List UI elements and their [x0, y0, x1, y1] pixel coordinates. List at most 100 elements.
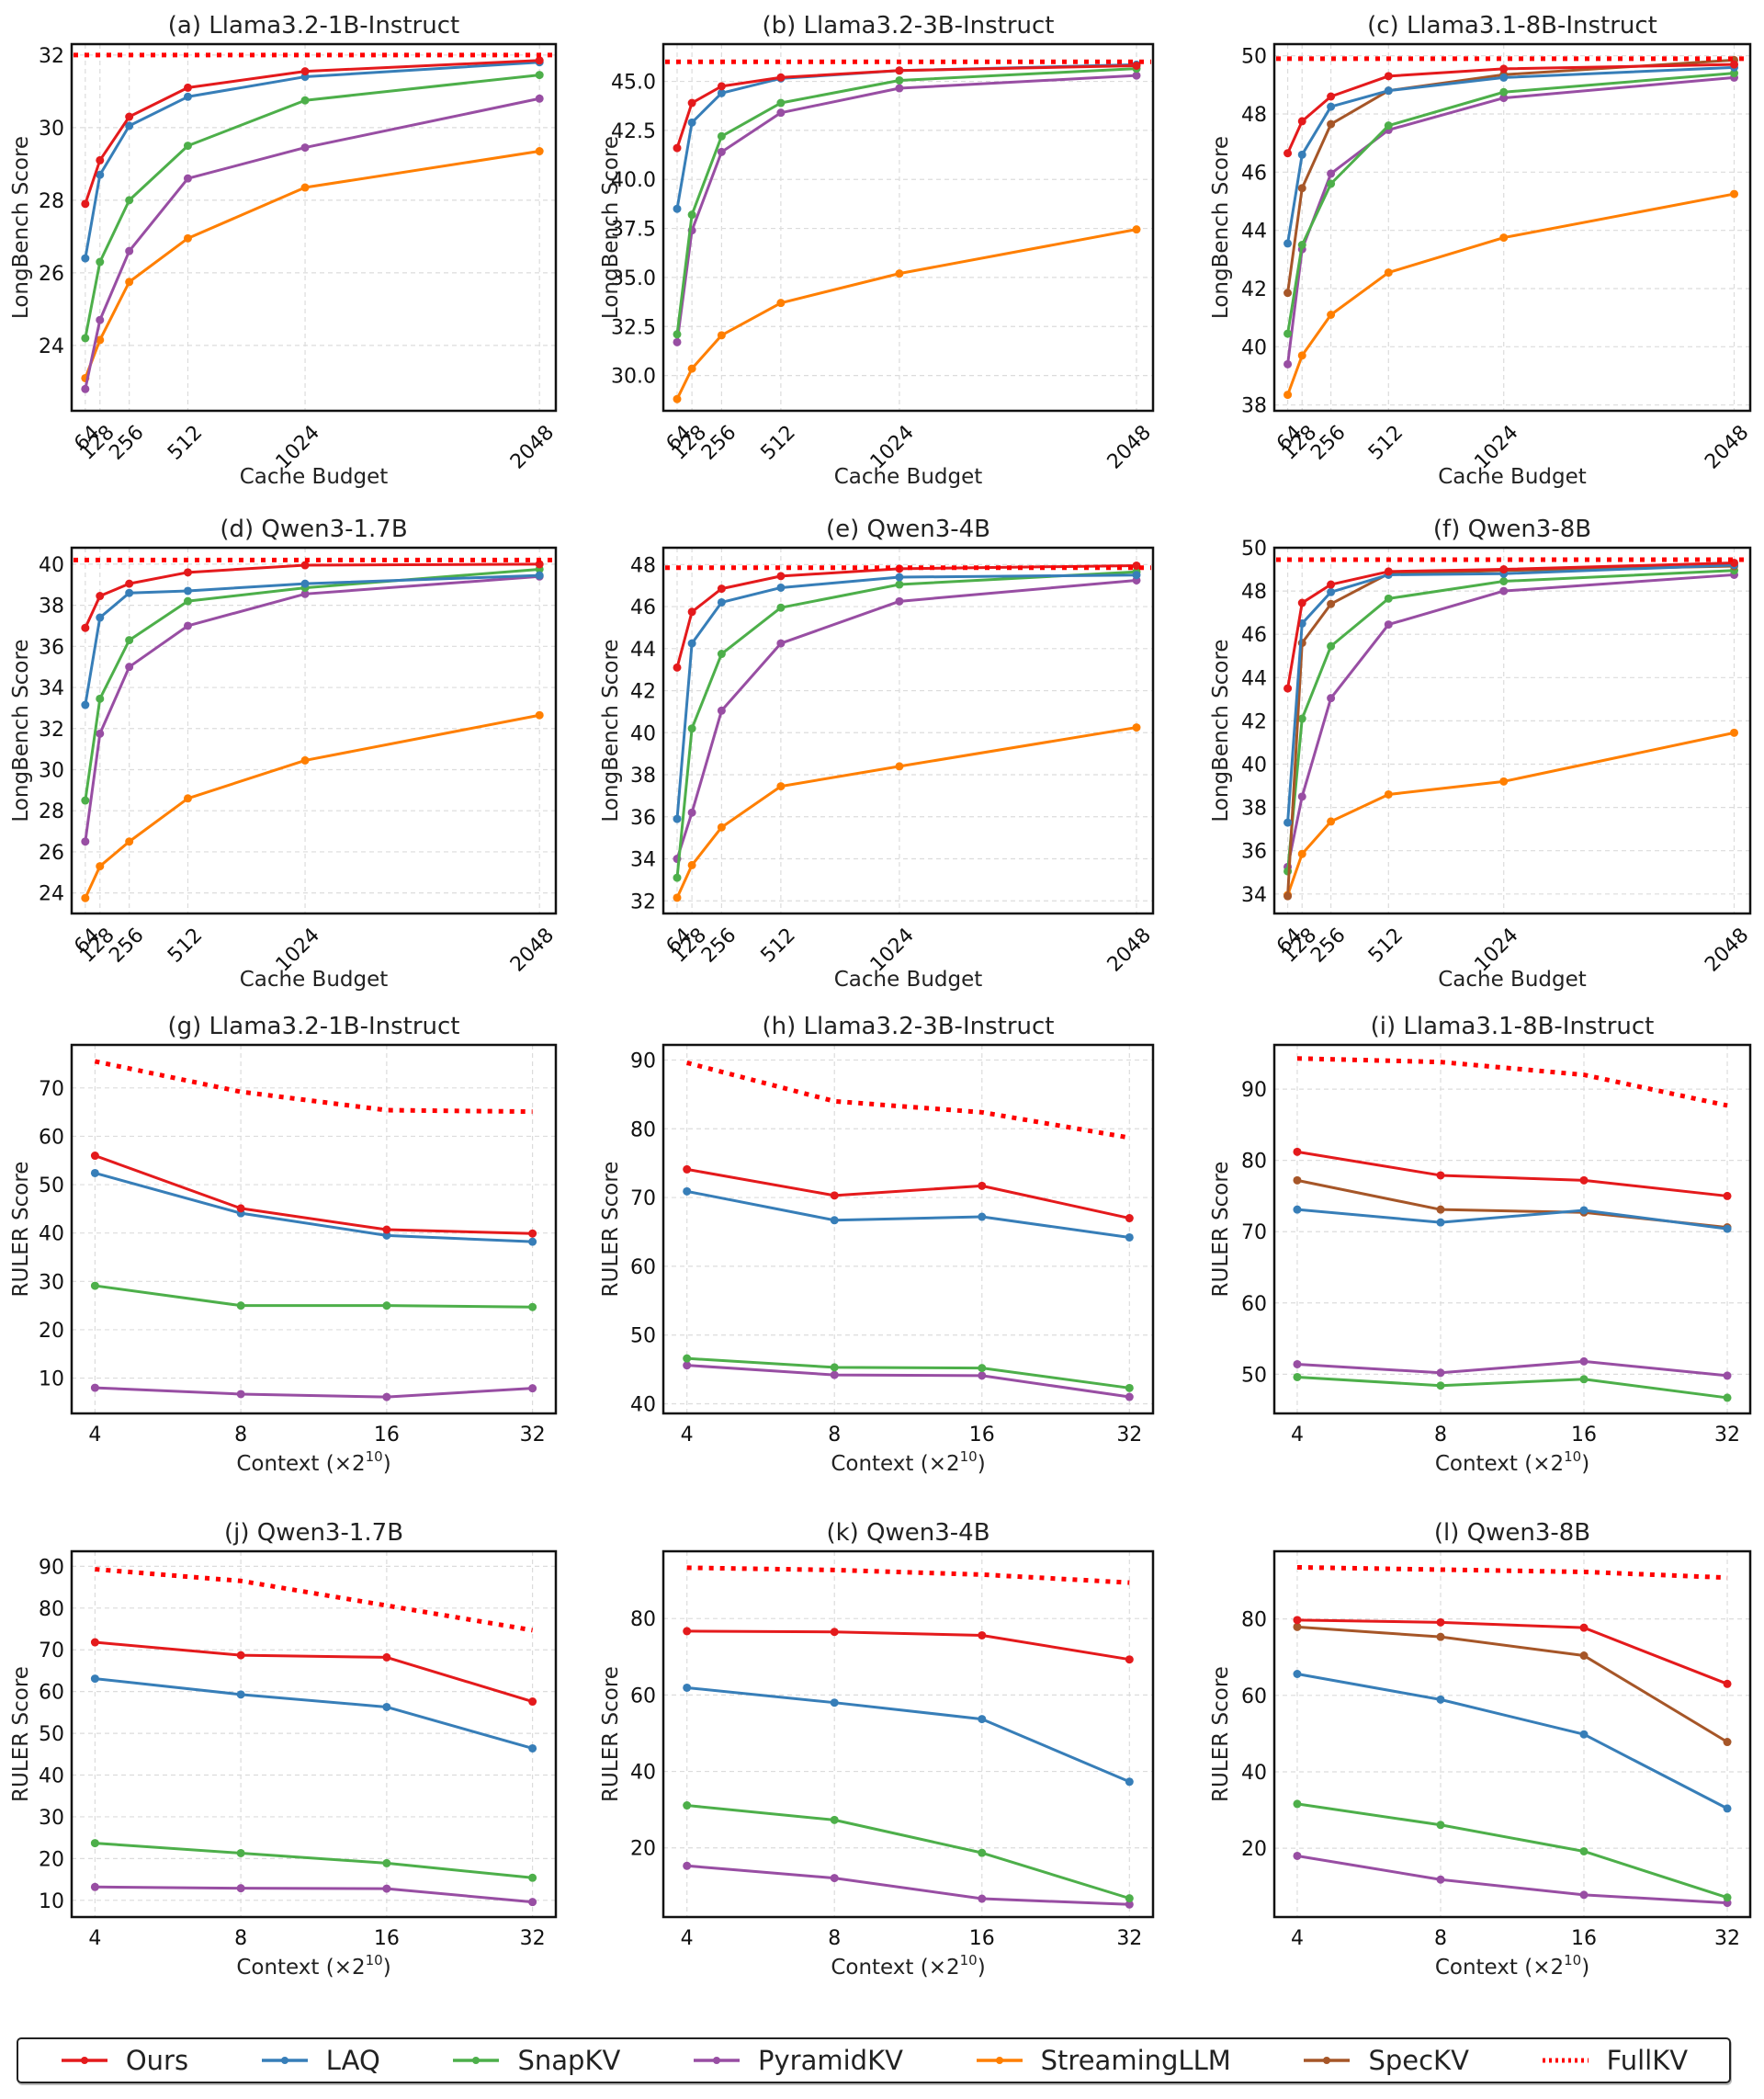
- y-tick-label: 30: [39, 1271, 64, 1294]
- data-point-ours: [978, 1630, 987, 1639]
- x-tick-label: 256: [1306, 924, 1350, 967]
- grid: [663, 548, 1153, 913]
- x-tick-label: 32: [520, 1424, 546, 1447]
- data-point-pyramidkv: [300, 143, 310, 153]
- data-point-snapkv: [1499, 87, 1509, 96]
- grid: [1274, 547, 1750, 913]
- y-tick-label: 90: [630, 1050, 656, 1072]
- y-axis-label: LongBench Score: [1209, 136, 1233, 319]
- series-fullkv: [95, 1567, 534, 1633]
- panel-e-qwen3-4b: (e) Qwen3-4B 32 34 36 38 40 42 44 46 48 64 128 256 51…: [597, 504, 1185, 1004]
- series-line-ours: [1296, 1618, 1728, 1685]
- data-point-snapkv: [1327, 179, 1336, 188]
- x-tick-label: 4: [681, 1927, 694, 1950]
- series-pyramidkv: [673, 575, 1141, 864]
- chart-svg: (b) Llama3.2-3B-Instruct 30.0 32.5 35.0 37.5…: [599, 12, 1156, 489]
- chart-title: (k) Qwen3-4B: [826, 1519, 989, 1547]
- data-point-ours: [1384, 567, 1393, 576]
- data-point-streamingllm: [687, 860, 696, 869]
- data-point-pyramidkv: [717, 147, 726, 156]
- x-axis-label: Context (×210): [1435, 1448, 1589, 1476]
- data-point-pyramidkv: [90, 1383, 99, 1392]
- y-tick-label: 42: [1241, 278, 1267, 301]
- data-point-pyramidkv: [96, 729, 105, 738]
- x-tick-label: 4: [681, 1424, 694, 1447]
- x-tick-label: 32: [520, 1927, 546, 1950]
- data-point-snapkv: [1293, 1799, 1302, 1809]
- data-point-ours: [1499, 64, 1509, 74]
- data-point-ours: [673, 663, 682, 672]
- data-point-pyramidkv: [236, 1390, 245, 1399]
- series-snapkv: [90, 1839, 537, 1882]
- series-streamingllm: [81, 147, 544, 382]
- series-line-snapkv: [1286, 569, 1735, 872]
- grid: [663, 1045, 1153, 1413]
- data-point-ours: [895, 66, 904, 75]
- y-tick-label: 28: [39, 800, 64, 823]
- data-point-pyramidkv: [1579, 1356, 1589, 1366]
- series-ours: [1283, 60, 1739, 158]
- legend-label: SnapKV: [517, 2045, 621, 2076]
- data-point-laq: [1436, 1218, 1445, 1227]
- series-ours: [81, 56, 544, 209]
- y-tick-label: 40: [1241, 336, 1267, 359]
- data-point-pyramidkv: [1327, 169, 1336, 178]
- x-axis-label: Cache Budget: [834, 968, 983, 992]
- y-tick-label: 20: [39, 1320, 64, 1343]
- series-laq: [683, 1186, 1134, 1242]
- data-point-speckv: [1327, 599, 1336, 608]
- data-point-pyramidkv: [1436, 1368, 1445, 1378]
- panel-b-llama3-2-3b-instruct: (b) Llama3.2-3B-Instruct 30.0 32.5 35.0 37.5…: [597, 0, 1185, 501]
- series-ours: [90, 1638, 537, 1707]
- series-ours: [673, 61, 1141, 153]
- data-point-streamingllm: [1499, 777, 1509, 786]
- data-point-pyramidkv: [776, 639, 786, 648]
- y-tick-label: 45.0: [611, 72, 656, 95]
- chart-svg: (g) Llama3.2-1B-Instruct 10 20 30 40 50 60 70 4 8…: [9, 1013, 558, 1476]
- data-point-laq: [1297, 150, 1306, 159]
- data-point-snapkv: [895, 75, 904, 85]
- data-point-streamingllm: [673, 394, 682, 403]
- data-point-ours: [1327, 92, 1336, 101]
- data-point-streamingllm: [1132, 225, 1141, 234]
- data-point-streamingllm: [1730, 189, 1739, 199]
- series-line-streamingllm: [84, 713, 540, 899]
- chart-title: (j) Qwen3-1.7B: [224, 1519, 403, 1547]
- data-point-snapkv: [717, 131, 726, 141]
- x-tick-label: 4: [88, 1927, 101, 1950]
- series-streamingllm: [1283, 728, 1739, 900]
- data-point-laq: [1723, 1224, 1732, 1233]
- data-point-ours: [978, 1181, 987, 1190]
- y-tick-label: 50: [39, 1723, 64, 1746]
- data-point-snapkv: [1579, 1846, 1589, 1855]
- plot-frame: [70, 1549, 558, 1919]
- data-point-snapkv: [717, 650, 726, 659]
- data-point-ours: [1132, 61, 1141, 70]
- series-laq: [90, 1674, 537, 1753]
- data-point-speckv: [1283, 891, 1293, 901]
- data-point-laq: [1327, 587, 1336, 596]
- data-point-streamingllm: [96, 335, 105, 345]
- data-point-pyramidkv: [1723, 1371, 1732, 1380]
- series-snapkv: [673, 64, 1141, 339]
- legend: Ours LAQ SnapKV PyramidKV StreamingLLM SpecKV…: [17, 2037, 1731, 2083]
- data-point-laq: [830, 1698, 839, 1708]
- data-point-snapkv: [687, 724, 696, 733]
- series-line-snapkv: [1296, 1802, 1728, 1900]
- data-point-pyramidkv: [528, 1384, 537, 1393]
- data-point-laq: [300, 579, 310, 588]
- series-line-pyramidkv: [686, 1864, 1130, 1906]
- legend-item-streamingllm: StreamingLLM: [975, 2045, 1231, 2076]
- data-point-ours: [1125, 1655, 1134, 1664]
- data-point-ours: [1723, 1679, 1732, 1688]
- data-point-laq: [673, 204, 682, 213]
- y-tick-label: 80: [630, 1118, 656, 1141]
- data-point-laq: [978, 1715, 987, 1724]
- series-line-snapkv: [84, 74, 540, 339]
- series-line-speckv: [1296, 1625, 1728, 1743]
- y-tick-label: 40.0: [611, 169, 656, 192]
- data-point-snapkv: [687, 210, 696, 220]
- data-point-snapkv: [236, 1848, 245, 1857]
- series-line-streamingllm: [675, 726, 1137, 899]
- data-point-laq: [382, 1702, 391, 1711]
